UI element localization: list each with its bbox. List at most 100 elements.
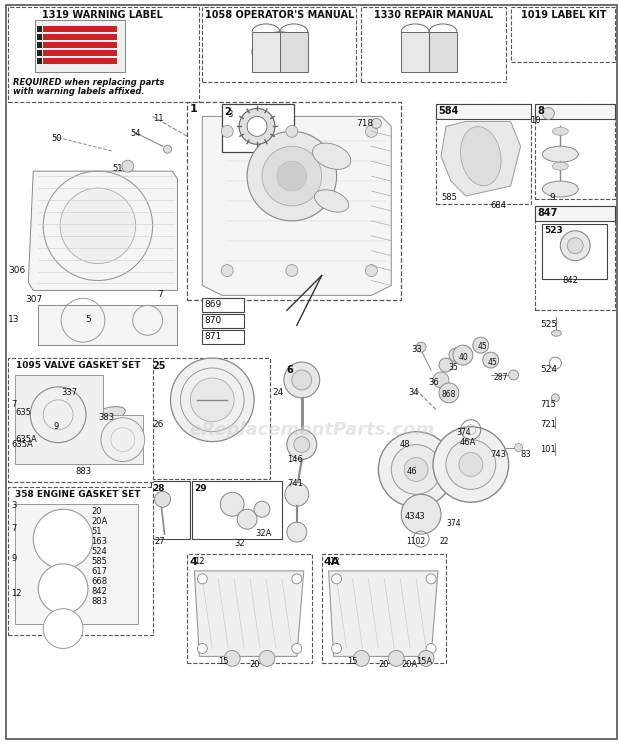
Bar xyxy=(202,298,244,312)
Circle shape xyxy=(164,145,172,153)
Text: 12: 12 xyxy=(329,557,339,566)
Text: 146: 146 xyxy=(287,455,303,464)
Circle shape xyxy=(332,644,342,653)
Bar xyxy=(436,104,531,204)
Text: 718: 718 xyxy=(356,120,374,129)
Text: 523: 523 xyxy=(544,226,563,235)
Bar xyxy=(43,26,117,32)
Text: 374: 374 xyxy=(446,519,461,528)
Bar xyxy=(37,26,42,32)
Circle shape xyxy=(60,188,136,263)
Bar xyxy=(429,32,457,71)
Ellipse shape xyxy=(552,162,569,170)
Bar xyxy=(436,104,531,120)
Text: 868: 868 xyxy=(441,390,455,399)
Circle shape xyxy=(220,493,244,516)
Circle shape xyxy=(170,358,254,442)
Text: 36: 36 xyxy=(428,378,439,387)
Text: 2: 2 xyxy=(224,107,231,118)
Bar xyxy=(202,7,356,82)
Text: 11: 11 xyxy=(153,115,163,124)
Circle shape xyxy=(449,348,463,362)
Text: 1058 OPERATOR'S MANUAL: 1058 OPERATOR'S MANUAL xyxy=(205,10,355,20)
Text: 25: 25 xyxy=(153,361,166,371)
Text: 1: 1 xyxy=(189,104,197,115)
Text: 524: 524 xyxy=(91,547,107,556)
Text: 635: 635 xyxy=(16,408,32,417)
Bar xyxy=(536,206,615,221)
Text: 46: 46 xyxy=(406,467,417,476)
Circle shape xyxy=(391,445,441,494)
Circle shape xyxy=(38,564,88,614)
Polygon shape xyxy=(202,116,391,295)
Text: 45: 45 xyxy=(488,358,497,367)
Circle shape xyxy=(221,126,233,138)
Ellipse shape xyxy=(91,406,125,423)
Text: 684: 684 xyxy=(490,201,507,210)
Circle shape xyxy=(224,650,240,667)
Text: 48: 48 xyxy=(399,440,410,449)
Text: 43: 43 xyxy=(404,512,415,522)
Text: 24: 24 xyxy=(272,388,283,397)
Bar xyxy=(280,32,308,71)
Ellipse shape xyxy=(461,126,501,186)
Text: 35: 35 xyxy=(448,363,458,372)
Text: 383: 383 xyxy=(98,413,114,422)
Text: 29: 29 xyxy=(195,484,207,493)
Bar xyxy=(536,104,615,199)
Text: 668: 668 xyxy=(91,577,107,586)
Text: 1095 VALVE GASKET SET: 1095 VALVE GASKET SET xyxy=(16,361,140,370)
Circle shape xyxy=(404,458,428,481)
Text: 842: 842 xyxy=(562,275,578,284)
Text: 12: 12 xyxy=(195,557,205,566)
Bar xyxy=(511,7,615,62)
Text: 287: 287 xyxy=(494,373,508,382)
Circle shape xyxy=(567,238,583,254)
Circle shape xyxy=(332,574,342,584)
Circle shape xyxy=(292,370,312,390)
Text: 9: 9 xyxy=(11,554,17,563)
Text: 1319 WARNING LABEL: 1319 WARNING LABEL xyxy=(42,10,163,20)
Text: 847: 847 xyxy=(538,208,558,218)
Text: 1330 REPAIR MANUAL: 1330 REPAIR MANUAL xyxy=(374,10,494,20)
Circle shape xyxy=(247,132,337,221)
Text: 45: 45 xyxy=(478,342,487,351)
Polygon shape xyxy=(29,171,177,290)
Bar xyxy=(187,101,401,301)
Bar xyxy=(151,358,270,479)
Circle shape xyxy=(353,650,370,667)
Text: 163: 163 xyxy=(91,537,107,546)
Text: 12: 12 xyxy=(11,589,22,597)
Text: 7: 7 xyxy=(11,400,17,409)
Ellipse shape xyxy=(551,330,561,336)
Text: 1019 LABEL KIT: 1019 LABEL KIT xyxy=(521,10,606,20)
Text: eReplacementParts.com: eReplacementParts.com xyxy=(189,420,434,439)
Circle shape xyxy=(33,509,93,569)
Circle shape xyxy=(446,440,496,490)
Bar xyxy=(151,481,190,539)
Text: 524: 524 xyxy=(541,365,557,374)
Text: 101: 101 xyxy=(541,445,556,454)
Circle shape xyxy=(416,342,426,352)
Circle shape xyxy=(239,109,275,144)
Circle shape xyxy=(286,265,298,277)
Circle shape xyxy=(371,118,381,129)
Circle shape xyxy=(542,107,554,120)
Ellipse shape xyxy=(314,190,349,212)
Polygon shape xyxy=(441,121,521,196)
Ellipse shape xyxy=(312,143,351,170)
Ellipse shape xyxy=(552,127,569,135)
Circle shape xyxy=(292,644,302,653)
Text: 51: 51 xyxy=(91,527,102,536)
Text: 46A: 46A xyxy=(460,437,476,446)
Text: 6: 6 xyxy=(287,365,294,375)
Polygon shape xyxy=(16,504,138,623)
Text: 20: 20 xyxy=(249,661,260,670)
Circle shape xyxy=(154,491,170,507)
Text: 15: 15 xyxy=(348,658,358,667)
Circle shape xyxy=(221,265,233,277)
Circle shape xyxy=(439,383,459,403)
Text: 9: 9 xyxy=(549,193,555,202)
Text: 883: 883 xyxy=(91,597,107,606)
Text: 4: 4 xyxy=(189,557,197,567)
